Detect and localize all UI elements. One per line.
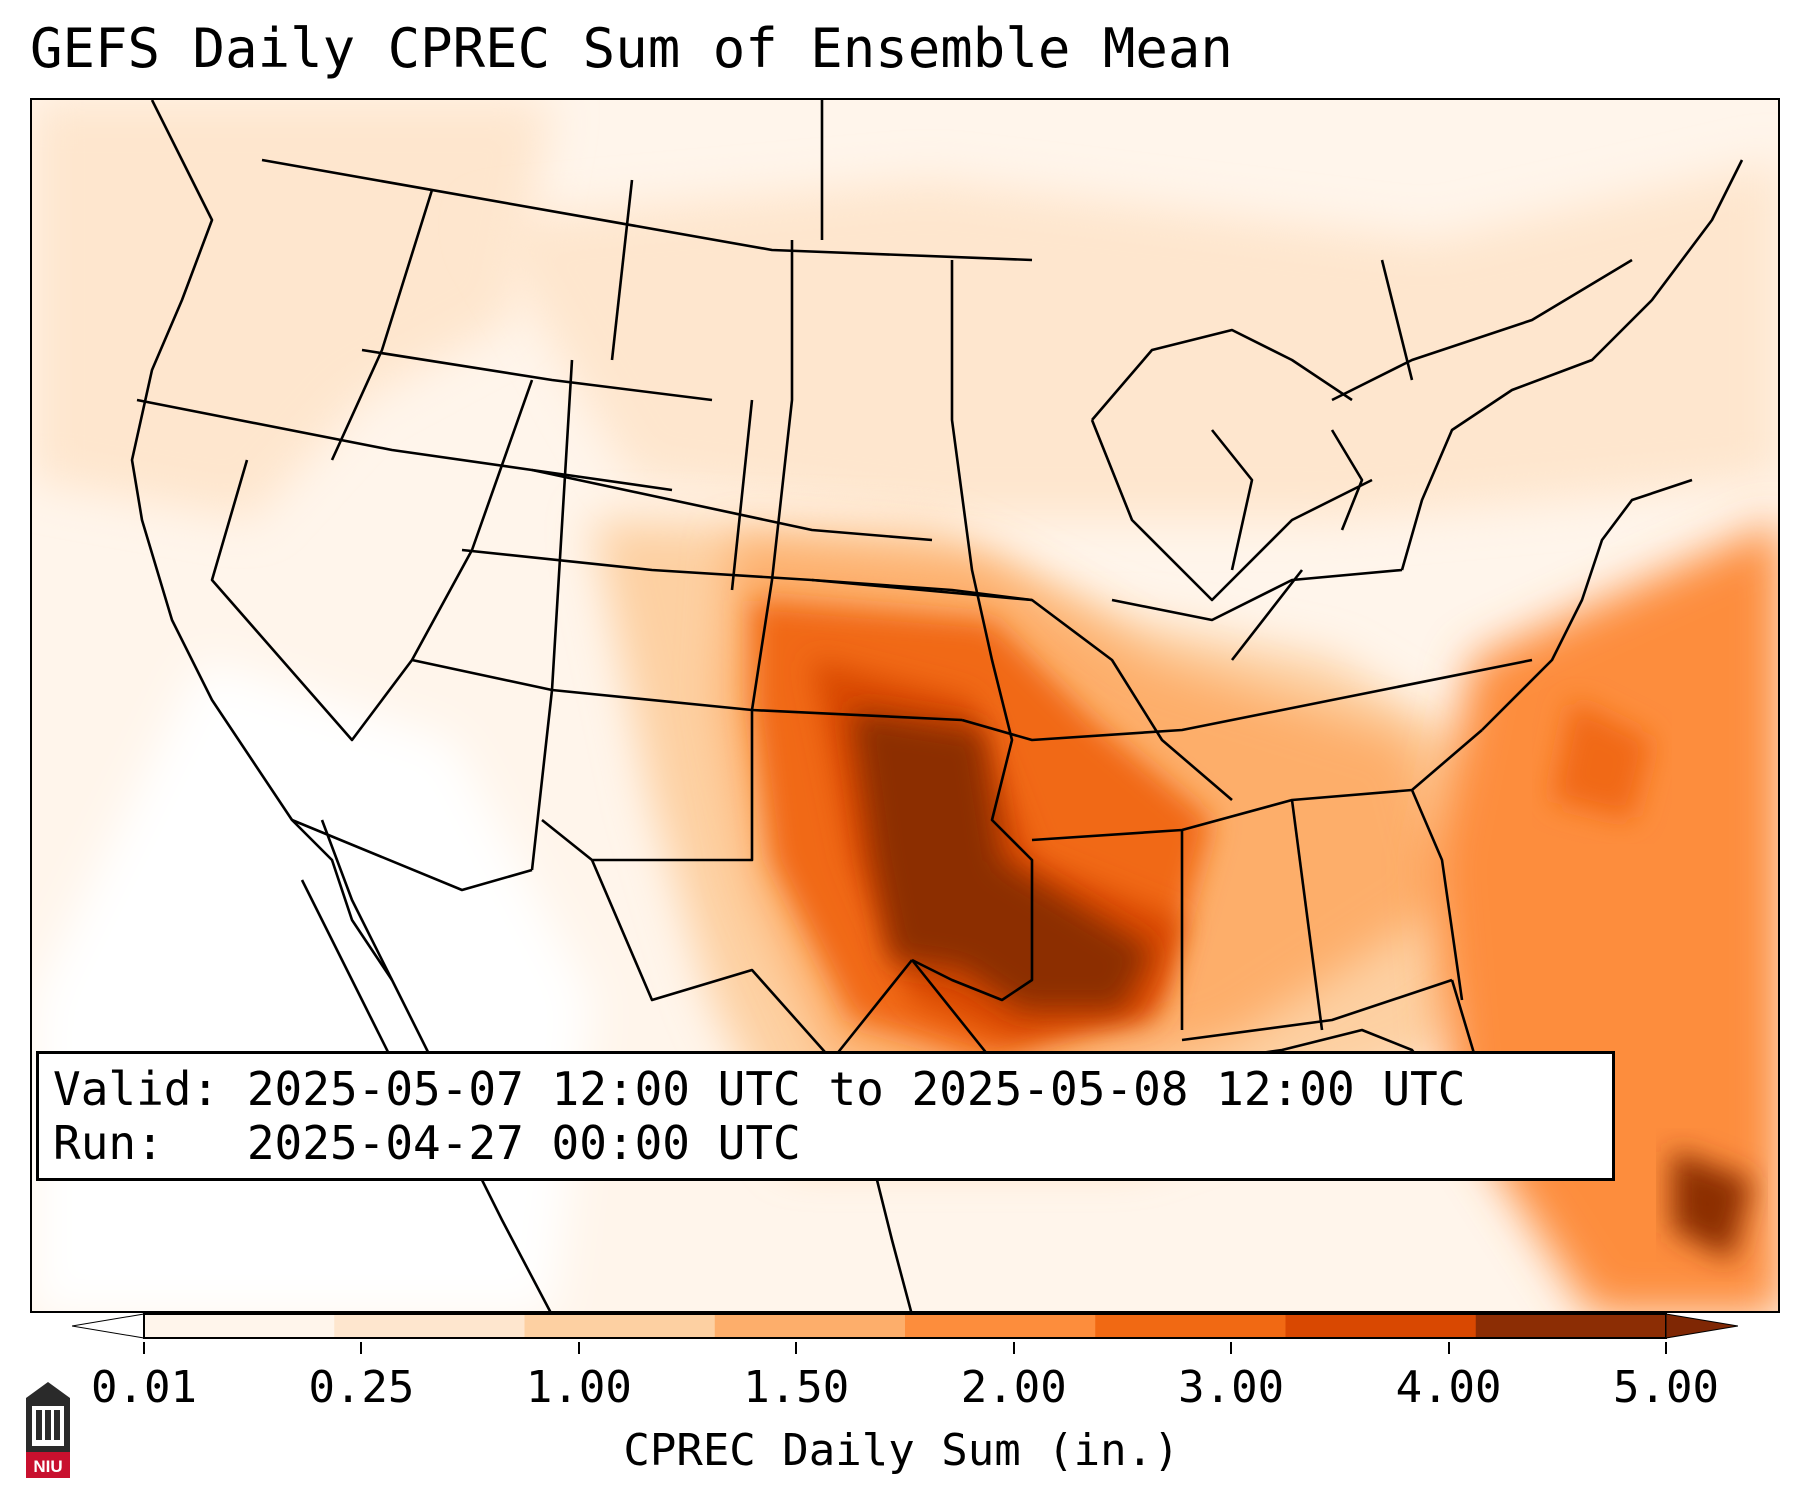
colorbar-segment [1285, 1314, 1477, 1338]
colorbar-segment [1475, 1314, 1667, 1338]
logo-text: NIU [33, 1457, 62, 1476]
colorbar-tick-mark [795, 1342, 798, 1354]
colorbar-tick-label: 0.25 [308, 1362, 415, 1413]
map-title: GEFS Daily CPREC Sum of Ensemble Mean [30, 17, 1233, 80]
colorbar-segment [1095, 1314, 1286, 1338]
colorbar-segment [905, 1314, 1096, 1338]
colorbar-tick-mark [360, 1342, 363, 1354]
colorbar-tick-label: 5.00 [1613, 1362, 1719, 1413]
niu-logo: NIU [26, 1382, 70, 1478]
colorbar-over-arrow [1665, 1313, 1738, 1339]
colorbar-segment [144, 1314, 335, 1338]
colorbar-tick-mark [1012, 1342, 1015, 1354]
run-time-text: Run: 2025-04-27 00:00 UTC [53, 1116, 801, 1170]
colorbar-tick-label: 1.50 [743, 1362, 850, 1413]
state-boundaries [130, 100, 1744, 1311]
colorbar-segments [143, 1313, 1667, 1339]
colorbar-label: CPREC Daily Sum (in.) [623, 1425, 1180, 1476]
colorbar-tick-label: 0.01 [91, 1362, 197, 1413]
colorbar-tick-label: 4.00 [1395, 1362, 1502, 1413]
colorbar-tick-mark [143, 1342, 145, 1354]
colorbar-tick-mark [1447, 1342, 1450, 1354]
colorbar [72, 1313, 1738, 1339]
valid-time-text: Valid: 2025-05-07 12:00 UTC to 2025-05-0… [53, 1062, 1466, 1116]
valid-run-info-box: Valid: 2025-05-07 12:00 UTC to 2025-05-0… [36, 1051, 1615, 1181]
colorbar-segment [334, 1314, 525, 1338]
colorbar-segment [714, 1314, 906, 1338]
colorbar-tick-label: 3.00 [1178, 1362, 1285, 1413]
colorbar-tick-mark [1230, 1342, 1233, 1354]
colorbar-tick-label: 2.00 [960, 1362, 1067, 1413]
logo-red-band [26, 1452, 70, 1478]
colorbar-tick-label: 1.00 [525, 1362, 632, 1413]
colorbar-under-arrow [72, 1313, 145, 1339]
colorbar-tick-mark [577, 1342, 580, 1354]
colorbar-tick-mark [1665, 1342, 1667, 1354]
colorbar-segment [524, 1314, 716, 1338]
